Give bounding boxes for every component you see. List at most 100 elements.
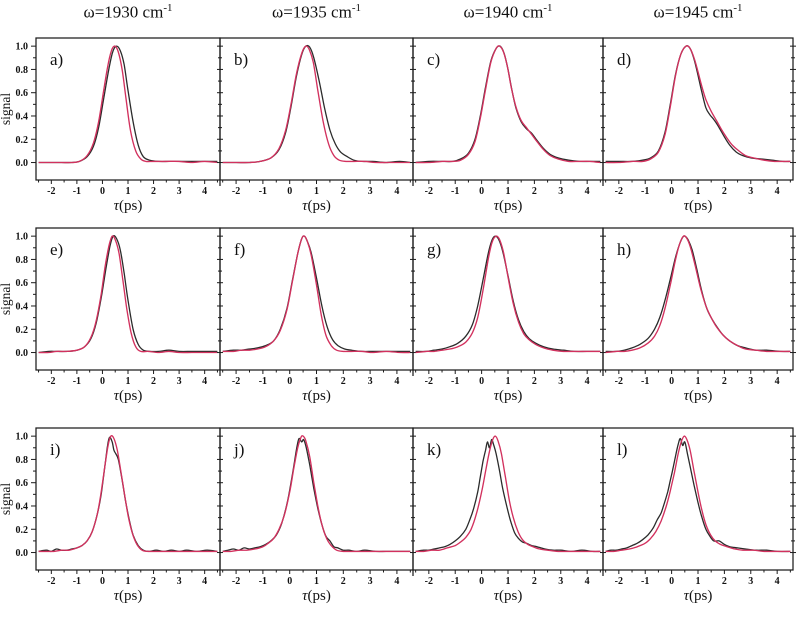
x-tick-label: 0 [669, 186, 674, 197]
column-title-sup: -1 [733, 2, 743, 14]
x-tick-label: -2 [425, 376, 433, 387]
panel-a: 0.0 0.2 0.4 0.6 0.8 1.0 -2 -1 0 1 2 3 4 τ(ps) signal a) [0, 37, 221, 214]
x-tick-label: 2 [722, 576, 727, 587]
column-title-sup: -1 [163, 2, 173, 14]
column-title-text: ω=1945 cm [653, 2, 734, 22]
y-tick-label: 0.2 [16, 525, 29, 536]
x-tick-label: 4 [585, 186, 590, 197]
panel-letter: l) [617, 440, 627, 459]
x-tick-label: 0 [100, 186, 105, 197]
column-title-sup: -1 [543, 2, 553, 14]
x-tick-label: -2 [615, 376, 623, 387]
y-tick-label: 0.0 [16, 348, 29, 359]
panel-h: -2 -1 0 1 2 3 4 τ(ps) h) [600, 227, 796, 404]
x-tick-label: -2 [232, 376, 240, 387]
panel-letter: i) [50, 440, 60, 459]
x-axis-label: τ(ps) [494, 588, 523, 604]
x-tick-label: 1 [506, 186, 511, 197]
panel-j: -2 -1 0 1 2 3 4 τ(ps) j) [217, 427, 414, 604]
x-tick-label: 4 [775, 576, 780, 587]
y-tick-label: 0.4 [16, 111, 29, 122]
panel-letter: a) [50, 50, 63, 69]
x-tick-label: 0 [100, 376, 105, 387]
x-tick-label: -2 [425, 186, 433, 197]
y-tick-label: 0.8 [16, 65, 29, 76]
panel-frame [35, 427, 221, 571]
y-tick-label: 0.6 [16, 88, 29, 99]
panel-e: 0.0 0.2 0.4 0.6 0.8 1.0 -2 -1 0 1 2 3 4 τ(ps) signal e) [0, 227, 221, 404]
y-tick-label: 0.6 [16, 278, 29, 289]
x-tick-label: -1 [73, 576, 81, 587]
x-tick-label: 3 [177, 186, 182, 197]
experiment-curve [38, 45, 218, 164]
x-tick-label: 1 [506, 376, 511, 387]
x-tick-label: 2 [532, 576, 537, 587]
x-tick-label: -1 [451, 576, 459, 587]
x-axis-label: τ(ps) [684, 388, 713, 404]
x-tick-label: 1 [506, 576, 511, 587]
x-tick-label: 3 [177, 576, 182, 587]
column-title-1935: ω=1935 cm-1 [220, 2, 413, 26]
x-tick-label: -1 [259, 186, 267, 197]
x-tick-label: 3 [177, 376, 182, 387]
experiment-curve [38, 436, 218, 553]
column-title-text: ω=1940 cm [463, 2, 544, 22]
x-axis-label: τ(ps) [494, 198, 523, 214]
y-tick-label: 0.8 [16, 255, 29, 266]
x-tick-label: 0 [287, 376, 292, 387]
panel-frame [412, 37, 604, 181]
x-axis-label: τ(ps) [684, 588, 713, 604]
panel-l: -2 -1 0 1 2 3 4 τ(ps) l) [600, 427, 796, 604]
x-tick-label: 1 [314, 376, 319, 387]
x-tick-label: 4 [775, 186, 780, 197]
x-tick-label: 1 [126, 186, 131, 197]
y-axis-label: signal [0, 283, 13, 315]
x-tick-label: 3 [558, 576, 563, 587]
column-title-1930: ω=1930 cm-1 [36, 2, 220, 26]
x-tick-label: 2 [722, 376, 727, 387]
experiment-curve [222, 437, 411, 553]
panel-f: -2 -1 0 1 2 3 4 τ(ps) f) [217, 227, 414, 404]
x-tick-label: -1 [641, 186, 649, 197]
x-tick-label: 1 [696, 576, 701, 587]
panel-i: 0.0 0.2 0.4 0.6 0.8 1.0 -2 -1 0 1 2 3 4 τ(ps) signal i) [0, 427, 221, 604]
x-tick-label: 0 [479, 376, 484, 387]
y-tick-label: 0.4 [16, 501, 29, 512]
y-tick-label: 0.8 [16, 455, 29, 466]
x-tick-label: -1 [451, 186, 459, 197]
fit-curve [605, 435, 791, 553]
x-axis-label: τ(ps) [302, 588, 331, 604]
column-title-text: ω=1930 cm [83, 2, 164, 22]
x-tick-label: 0 [479, 186, 484, 197]
x-tick-label: 2 [151, 576, 156, 587]
x-tick-label: 3 [748, 576, 753, 587]
x-axis-label: τ(ps) [114, 388, 143, 404]
x-tick-label: 4 [585, 576, 590, 587]
panel-letter: c) [427, 50, 440, 69]
panel-c: -2 -1 0 1 2 3 4 τ(ps) c) [410, 37, 604, 214]
x-tick-label: 3 [368, 376, 373, 387]
x-tick-label: 0 [669, 376, 674, 387]
panel-letter: j) [233, 440, 244, 459]
panel-frame [602, 37, 794, 181]
x-tick-label: -2 [232, 576, 240, 587]
x-tick-label: 3 [368, 186, 373, 197]
x-tick-label: 2 [532, 186, 537, 197]
x-tick-label: 4 [394, 576, 399, 587]
panel-letter: f) [234, 240, 245, 259]
y-tick-label: 0.2 [16, 325, 29, 336]
y-tick-label: 0.4 [16, 301, 29, 312]
x-tick-label: -1 [259, 376, 267, 387]
x-tick-label: 3 [748, 186, 753, 197]
x-axis-label: τ(ps) [114, 588, 143, 604]
experiment-curve [222, 235, 411, 353]
fit-curve [222, 235, 411, 354]
fit-curve [415, 45, 601, 164]
x-tick-label: 1 [314, 576, 319, 587]
x-tick-label: 0 [479, 576, 484, 587]
fit-curve [605, 45, 791, 164]
x-axis-label: τ(ps) [302, 198, 331, 214]
x-tick-label: 0 [287, 186, 292, 197]
x-tick-label: 0 [669, 576, 674, 587]
y-tick-label: 0.6 [16, 478, 29, 489]
